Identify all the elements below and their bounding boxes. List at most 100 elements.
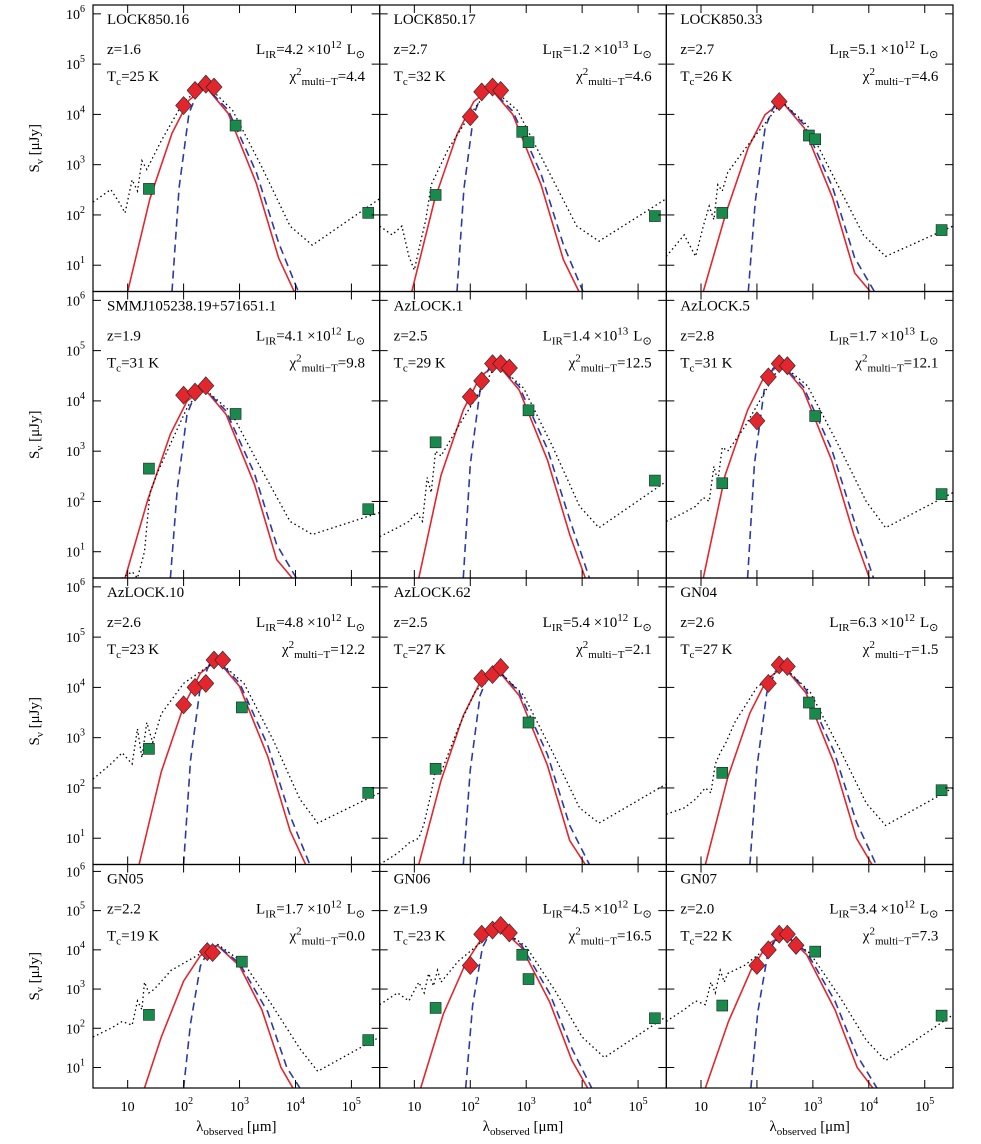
y-tick-label-part: 2 [80, 1019, 85, 1030]
model-curve [124, 386, 293, 578]
model-curve [379, 668, 667, 865]
source-name-part: AzLOCK.10 [107, 585, 184, 601]
chi-squared-part: χ [862, 642, 870, 658]
x-tick-label-part: 2 [188, 1096, 193, 1107]
ir-luminosity-part: =1.2 ×10 [563, 42, 617, 58]
y-axis-label: Sν [μJy] [27, 697, 45, 745]
y-tick-label-part: 10 [66, 832, 80, 847]
source-name: LOCK850.16 [107, 12, 190, 28]
ir-luminosity: LIR=4.2 ×1012 L⊙ [256, 39, 365, 61]
y-tick-label: 105 [66, 341, 85, 360]
model-curve [749, 665, 877, 865]
y-axis-label: Sν [μJy] [27, 952, 45, 1000]
photometry-point [484, 77, 501, 97]
photometry-point [759, 673, 777, 693]
x-tick-label-part: 5 [356, 1096, 361, 1107]
ir-luminosity-part: IR [839, 908, 851, 920]
model-curve [418, 362, 587, 578]
ir-luminosity-part: L [347, 902, 356, 918]
y-tick-label: 105 [66, 901, 85, 920]
chi-squared-part: 2 [583, 639, 589, 651]
chi-squared-part: χ [288, 929, 296, 945]
y-tick-label-part: 10 [66, 58, 80, 73]
source-name: GN04 [680, 585, 717, 601]
y-tick-label-part: 10 [66, 983, 80, 998]
redshift: z=1.6 [107, 42, 141, 58]
y-tick-label-part: 10 [66, 159, 80, 174]
ir-luminosity: LIR=5.4 ×1012 L⊙ [543, 612, 652, 634]
photometry-point [143, 183, 155, 195]
photometry-point [716, 999, 729, 1012]
dust-temperature-part: c [690, 935, 695, 947]
photometry-point [935, 224, 948, 236]
photometry-point [186, 382, 204, 402]
model-curve [702, 100, 871, 292]
ir-luminosity-part: L [829, 42, 838, 58]
model-curve [462, 362, 591, 578]
ir-luminosity-part: L [633, 902, 642, 918]
dust-temperature-part: T [107, 69, 116, 85]
photometry-point [809, 945, 821, 958]
dust-temperature-part: T [680, 69, 689, 85]
chi-squared-part: 2 [296, 66, 302, 78]
x-tick-label-part: 4 [873, 1096, 878, 1107]
y-axis-label-part: [μJy] [27, 124, 43, 159]
chi-squared-part: 2 [862, 352, 868, 364]
redshift-part: z=2.5 [394, 329, 428, 345]
ir-luminosity-part: L [543, 42, 552, 58]
x-tick-label-part: 5 [643, 1096, 648, 1107]
model-curve [746, 362, 875, 578]
ir-luminosity-part: 13 [617, 39, 629, 51]
photometry-point [229, 408, 242, 420]
redshift-part: z=2.6 [107, 615, 141, 631]
chi-squared-part: =4.6 [911, 69, 939, 85]
ir-luminosity-part: 13 [904, 325, 916, 337]
y-tick-label-part: 10 [66, 905, 80, 920]
x-tick-label: 10 [407, 1100, 421, 1115]
ir-luminosity-part: ⊙ [356, 908, 365, 920]
ir-luminosity-part: IR [552, 49, 564, 61]
x-tick-label: 104 [573, 1096, 592, 1115]
plot-area [666, 92, 953, 292]
x-tick-label-part: 10 [407, 1100, 421, 1115]
x-axis-label: λobserved [μm] [483, 1119, 563, 1137]
redshift: z=2.5 [394, 329, 428, 345]
dust-temperature-part: =19 K [121, 929, 159, 945]
x-axis-label: λobserved [μm] [769, 1119, 849, 1137]
x-tick-label: 102 [174, 1096, 193, 1115]
source-name-part: LOCK850.16 [107, 12, 190, 28]
source-name-part: AzLOCK.1 [394, 299, 464, 315]
dust-temperature-part: =23 K [408, 929, 446, 945]
model-curve [704, 665, 873, 865]
photometry-point [175, 385, 193, 405]
source-name: AzLOCK.62 [394, 585, 471, 601]
source-name-part: SMMJ105238.19+571651.1 [107, 299, 276, 315]
y-tick-label: 104 [66, 391, 85, 410]
dust-temperature-part: c [116, 362, 121, 374]
chi-squared-part: 2 [583, 66, 589, 78]
dust-temperature-part: c [116, 76, 121, 88]
chi-squared-part: χ [288, 356, 296, 372]
photometry-point [500, 923, 518, 943]
source-name-part: AzLOCK.5 [680, 299, 750, 315]
photometry-point [522, 973, 535, 985]
redshift-part: z=1.9 [107, 329, 141, 345]
y-axis-label-part: [μJy] [27, 697, 43, 732]
y-tick-label-part: 6 [80, 291, 85, 302]
y-tick-label: 105 [66, 54, 85, 73]
y-tick-label-part: 5 [80, 627, 85, 638]
chi-squared-part: =4.4 [338, 69, 366, 85]
photometry-point [649, 474, 661, 487]
dust-temperature-part: c [403, 935, 408, 947]
model-curve [93, 83, 380, 247]
source-name-part: LOCK850.33 [680, 12, 762, 28]
photometry-point [175, 96, 193, 115]
dust-temperature: Tc=29 K [394, 356, 446, 374]
photometry-point [229, 119, 242, 132]
